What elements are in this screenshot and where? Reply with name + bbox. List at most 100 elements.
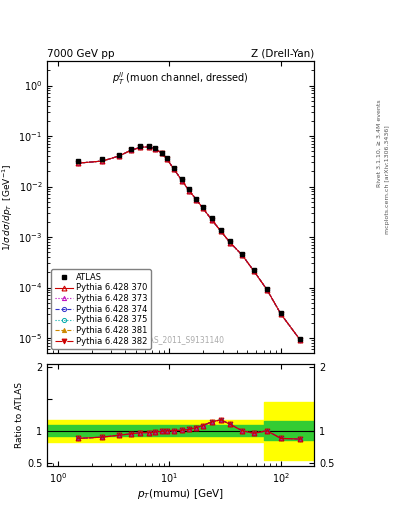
- Pythia 6.428 370: [240, 252, 244, 258]
- Pythia 6.428 370: [100, 158, 105, 164]
- Pythia 6.428 374: [219, 228, 223, 234]
- Pythia 6.428 375: [240, 252, 244, 258]
- Pythia 6.428 382: [228, 240, 232, 246]
- Pythia 6.428 381: [264, 287, 269, 293]
- Pythia 6.428 381: [219, 228, 223, 234]
- Pythia 6.428 375: [264, 287, 269, 293]
- ATLAS: [172, 165, 176, 172]
- Pythia 6.428 381: [240, 252, 244, 258]
- ATLAS: [100, 156, 105, 162]
- Pythia 6.428 382: [194, 197, 199, 203]
- Pythia 6.428 374: [116, 153, 121, 159]
- Line: Pythia 6.428 370: Pythia 6.428 370: [75, 144, 303, 343]
- Pythia 6.428 381: [180, 178, 184, 184]
- ATLAS: [219, 227, 223, 233]
- Pythia 6.428 382: [165, 156, 169, 162]
- Pythia 6.428 375: [180, 178, 184, 184]
- ATLAS: [116, 152, 121, 158]
- Pythia 6.428 373: [228, 240, 232, 246]
- ATLAS: [264, 286, 269, 292]
- Pythia 6.428 374: [100, 158, 105, 164]
- Pythia 6.428 373: [180, 178, 184, 184]
- Pythia 6.428 382: [153, 146, 158, 152]
- Pythia 6.428 373: [240, 252, 244, 258]
- Pythia 6.428 375: [252, 268, 256, 274]
- Line: Pythia 6.428 373: Pythia 6.428 373: [75, 145, 303, 343]
- Pythia 6.428 370: [298, 337, 303, 344]
- Pythia 6.428 374: [298, 337, 303, 344]
- ATLAS: [159, 150, 164, 156]
- Pythia 6.428 375: [200, 205, 205, 211]
- Pythia 6.428 382: [75, 160, 80, 166]
- Pythia 6.428 373: [187, 187, 191, 194]
- ATLAS: [298, 336, 303, 343]
- Pythia 6.428 375: [153, 146, 158, 152]
- Y-axis label: Ratio to ATLAS: Ratio to ATLAS: [15, 382, 24, 447]
- Pythia 6.428 375: [172, 166, 176, 173]
- Pythia 6.428 370: [75, 160, 80, 166]
- ATLAS: [209, 215, 214, 221]
- Pythia 6.428 374: [194, 197, 199, 203]
- Pythia 6.428 381: [146, 144, 151, 150]
- Pythia 6.428 382: [129, 147, 133, 154]
- Pythia 6.428 374: [172, 166, 176, 173]
- Pythia 6.428 370: [138, 144, 143, 151]
- Pythia 6.428 382: [100, 158, 105, 164]
- Pythia 6.428 370: [194, 197, 199, 203]
- Pythia 6.428 373: [153, 146, 158, 152]
- Pythia 6.428 381: [165, 156, 169, 162]
- Pythia 6.428 374: [187, 187, 191, 194]
- Pythia 6.428 373: [146, 144, 151, 150]
- Pythia 6.428 382: [298, 337, 303, 344]
- Pythia 6.428 374: [200, 205, 205, 211]
- Pythia 6.428 375: [165, 156, 169, 162]
- Pythia 6.428 381: [153, 146, 158, 152]
- Pythia 6.428 373: [159, 150, 164, 156]
- Pythia 6.428 370: [187, 187, 191, 194]
- Pythia 6.428 370: [264, 287, 269, 293]
- Pythia 6.428 373: [116, 153, 121, 159]
- Pythia 6.428 375: [219, 228, 223, 234]
- Pythia 6.428 374: [240, 252, 244, 258]
- Pythia 6.428 370: [172, 166, 176, 173]
- Pythia 6.428 382: [159, 150, 164, 156]
- Pythia 6.428 373: [252, 268, 256, 274]
- Pythia 6.428 373: [298, 337, 303, 344]
- Pythia 6.428 374: [75, 160, 80, 166]
- Pythia 6.428 381: [159, 150, 164, 156]
- Text: 7000 GeV pp: 7000 GeV pp: [47, 49, 115, 59]
- Pythia 6.428 370: [159, 150, 164, 156]
- ATLAS: [194, 196, 199, 202]
- Pythia 6.428 381: [209, 217, 214, 223]
- ATLAS: [180, 176, 184, 182]
- Pythia 6.428 373: [100, 158, 105, 164]
- ATLAS: [279, 309, 283, 315]
- Pythia 6.428 382: [219, 228, 223, 234]
- Pythia 6.428 370: [200, 205, 205, 211]
- Pythia 6.428 373: [172, 166, 176, 173]
- Pythia 6.428 382: [180, 178, 184, 184]
- Pythia 6.428 373: [75, 160, 80, 166]
- Pythia 6.428 382: [172, 166, 176, 173]
- Pythia 6.428 382: [240, 252, 244, 258]
- Pythia 6.428 375: [138, 144, 143, 151]
- Pythia 6.428 370: [129, 147, 133, 154]
- Pythia 6.428 374: [159, 150, 164, 156]
- Pythia 6.428 381: [129, 147, 133, 154]
- Pythia 6.428 370: [228, 240, 232, 246]
- Pythia 6.428 375: [209, 217, 214, 223]
- Line: ATLAS: ATLAS: [75, 144, 303, 342]
- Pythia 6.428 373: [129, 147, 133, 154]
- Legend: ATLAS, Pythia 6.428 370, Pythia 6.428 373, Pythia 6.428 374, Pythia 6.428 375, P: ATLAS, Pythia 6.428 370, Pythia 6.428 37…: [51, 269, 151, 349]
- Text: Rivet 3.1.10, ≥ 3.4M events: Rivet 3.1.10, ≥ 3.4M events: [377, 99, 382, 187]
- Pythia 6.428 370: [165, 156, 169, 162]
- ATLAS: [187, 186, 191, 193]
- Pythia 6.428 382: [116, 153, 121, 159]
- Pythia 6.428 381: [200, 205, 205, 211]
- Pythia 6.428 370: [116, 153, 121, 159]
- Pythia 6.428 381: [75, 160, 80, 166]
- Pythia 6.428 374: [153, 146, 158, 152]
- Line: Pythia 6.428 375: Pythia 6.428 375: [75, 145, 303, 343]
- Pythia 6.428 381: [116, 153, 121, 159]
- Pythia 6.428 373: [194, 197, 199, 203]
